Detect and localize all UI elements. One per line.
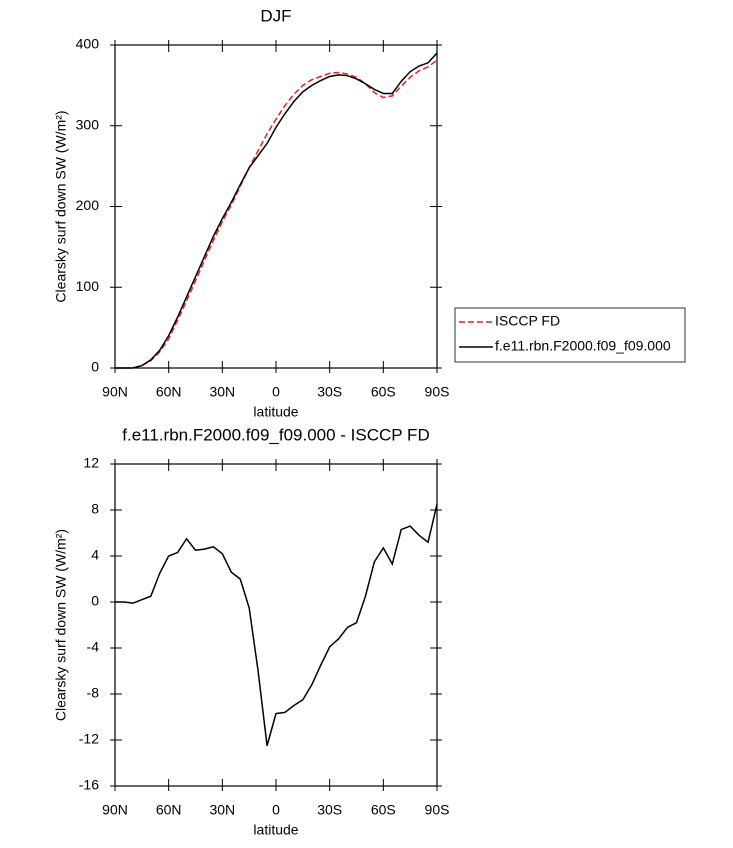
x-tick-label: 0 xyxy=(272,384,280,400)
y-tick-label: 100 xyxy=(76,278,100,294)
y-tick-label: 12 xyxy=(83,455,99,471)
legend-label: f.e11.rbn.F2000.f09_f09.000 xyxy=(495,338,671,354)
y-tick-label: 400 xyxy=(76,36,100,52)
y-axis-label: Clearsky surf down SW (W/m²) xyxy=(53,110,69,302)
x-axis-label: latitude xyxy=(253,404,298,420)
x-tick-label: 90S xyxy=(425,384,450,400)
y-tick-label: 0 xyxy=(91,593,99,609)
legend-label: ISCCP FD xyxy=(495,313,560,329)
y-tick-label: 4 xyxy=(91,547,99,563)
x-tick-label: 90N xyxy=(102,384,128,400)
x-tick-label: 30S xyxy=(317,384,342,400)
data-line xyxy=(115,59,438,369)
x-tick-label: 0 xyxy=(272,802,280,818)
x-tick-label: 30N xyxy=(209,802,235,818)
legend-box xyxy=(454,307,686,363)
x-tick-label: 60S xyxy=(371,384,396,400)
chart-title: f.e11.rbn.F2000.f09_f09.000 - ISCCP FD xyxy=(122,425,429,444)
data-line xyxy=(115,504,438,746)
y-axis-label: Clearsky surf down SW (W/m²) xyxy=(53,529,69,721)
x-tick-label: 30S xyxy=(317,802,342,818)
y-tick-label: 200 xyxy=(76,197,100,213)
y-tick-label: -12 xyxy=(79,731,99,747)
plot-frame xyxy=(114,463,438,787)
x-tick-label: 60S xyxy=(371,802,396,818)
y-tick-label: -8 xyxy=(87,685,100,701)
data-line xyxy=(115,52,438,369)
x-axis-label: latitude xyxy=(253,822,298,838)
x-tick-label: 90S xyxy=(425,802,450,818)
x-tick-label: 90N xyxy=(102,802,128,818)
y-tick-label: 8 xyxy=(91,501,99,517)
y-tick-label: -4 xyxy=(87,639,100,655)
chart-title: DJF xyxy=(260,6,291,25)
y-tick-label: -16 xyxy=(79,777,99,793)
x-tick-label: 60N xyxy=(156,384,182,400)
y-tick-label: 0 xyxy=(91,359,99,375)
x-tick-label: 30N xyxy=(209,384,235,400)
x-tick-label: 60N xyxy=(156,802,182,818)
y-tick-label: 300 xyxy=(76,116,100,132)
